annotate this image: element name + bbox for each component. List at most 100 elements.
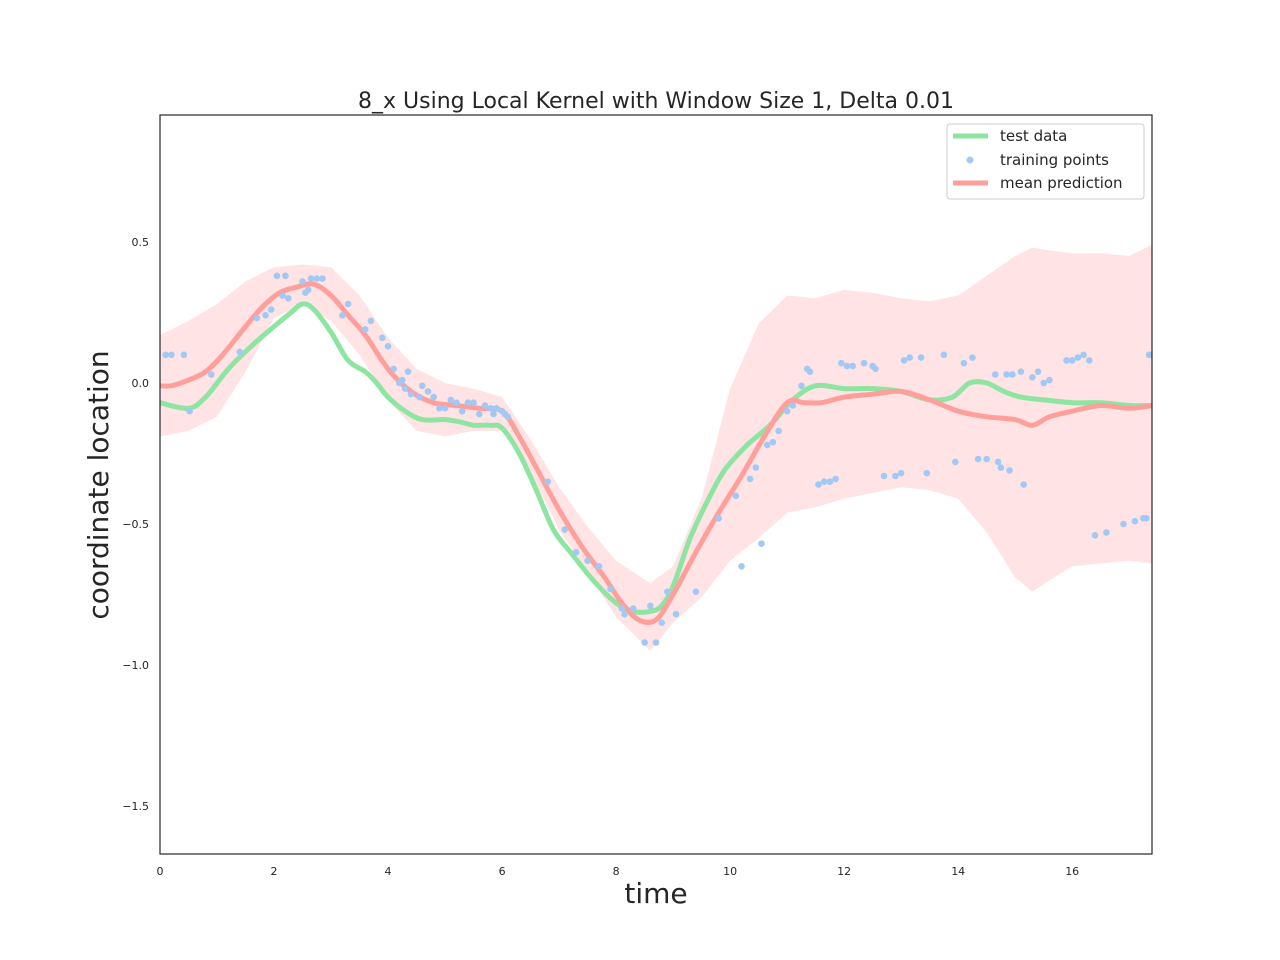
training-point xyxy=(1131,517,1139,525)
x-axis-label: time xyxy=(624,877,687,910)
training-point xyxy=(1120,520,1127,528)
training-point xyxy=(906,354,913,361)
training-point xyxy=(407,390,415,398)
series-line-mean-prediction xyxy=(160,281,1152,626)
training-point xyxy=(504,413,512,421)
plot-area xyxy=(160,244,1152,651)
training-point xyxy=(279,292,286,299)
training-point xyxy=(401,385,409,392)
x-tick-label: 10 xyxy=(723,865,737,878)
training-point xyxy=(595,563,603,570)
y-axis: 0.5 0.0 −0.5 −1.0 −1.5 xyxy=(122,236,149,813)
y-axis-label: coordinate location xyxy=(82,350,115,619)
training-point xyxy=(940,351,948,359)
legend-box xyxy=(946,123,1145,200)
training-point xyxy=(273,272,281,280)
training-point xyxy=(339,312,346,319)
training-point xyxy=(282,272,289,280)
training-point xyxy=(952,458,959,466)
training-point xyxy=(892,472,899,480)
training-point xyxy=(775,427,782,435)
training-point xyxy=(493,405,500,412)
training-point xyxy=(974,455,982,463)
training-point xyxy=(285,295,292,302)
training-point xyxy=(1017,368,1025,376)
x-tick-label: 6 xyxy=(499,865,506,878)
training-point xyxy=(900,357,908,364)
plot-frame xyxy=(159,114,1153,855)
series-line-test-data xyxy=(160,301,1152,615)
training-point xyxy=(168,351,175,359)
training-point xyxy=(458,407,466,415)
training-point xyxy=(647,602,654,610)
training-point xyxy=(313,275,321,282)
training-point xyxy=(299,278,306,285)
x-tick-label: 2 xyxy=(271,865,278,878)
training-point xyxy=(1040,379,1047,387)
training-point xyxy=(815,481,822,488)
y-tick-label: −1.0 xyxy=(122,659,149,672)
training-point xyxy=(838,359,845,367)
training-point xyxy=(843,362,851,370)
training-point xyxy=(208,371,215,378)
training-point xyxy=(991,371,999,378)
training-point xyxy=(629,605,637,612)
training-point xyxy=(1034,368,1042,376)
training-point xyxy=(789,402,797,409)
training-point xyxy=(262,312,269,319)
training-point xyxy=(186,407,193,415)
training-point xyxy=(820,478,828,486)
training-point xyxy=(872,365,879,373)
training-point xyxy=(1046,376,1053,384)
training-point xyxy=(1091,532,1099,539)
training-point xyxy=(923,469,931,477)
training-point xyxy=(436,405,443,412)
training-point xyxy=(826,478,834,486)
training-point xyxy=(621,610,628,618)
training-point xyxy=(572,548,580,556)
training-point xyxy=(487,405,495,412)
training-point xyxy=(1074,354,1082,361)
training-point xyxy=(441,405,449,412)
training-point xyxy=(419,382,426,390)
training-point xyxy=(917,354,925,361)
training-point xyxy=(399,376,406,384)
training-point xyxy=(367,317,375,325)
training-point xyxy=(746,475,754,483)
training-point xyxy=(692,588,700,595)
legend-label-test-data: test data xyxy=(1000,127,1067,145)
training-point xyxy=(652,639,660,646)
x-tick-label: 14 xyxy=(951,865,965,878)
training-point xyxy=(664,588,671,595)
training-point xyxy=(763,441,771,449)
training-point xyxy=(476,410,483,418)
training-point xyxy=(641,639,648,646)
training-point xyxy=(361,326,369,333)
training-point xyxy=(344,300,352,308)
training-point xyxy=(544,478,551,486)
training-point xyxy=(1063,357,1070,364)
y-tick-label: −1.5 xyxy=(122,800,149,813)
training-point xyxy=(769,438,777,446)
training-point xyxy=(464,399,472,407)
training-point xyxy=(307,275,315,282)
training-point xyxy=(607,585,614,593)
training-point xyxy=(997,464,1005,471)
x-tick-label: 4 xyxy=(385,865,392,878)
chart-title: 8_x Using Local Kernel with Window Size … xyxy=(358,89,954,114)
x-tick-label: 16 xyxy=(1065,865,1079,878)
training-point xyxy=(1003,371,1010,378)
training-point xyxy=(490,410,497,418)
training-point xyxy=(481,402,489,409)
training-point xyxy=(752,464,760,471)
training-point xyxy=(960,359,968,367)
training-point xyxy=(618,605,626,612)
training-point xyxy=(162,351,169,359)
training-point xyxy=(453,399,460,407)
y-tick-label: 0.5 xyxy=(132,236,150,249)
x-tick-label: 12 xyxy=(837,865,851,878)
training-point xyxy=(1143,515,1150,522)
training-point xyxy=(860,359,868,367)
legend: test data training points mean predictio… xyxy=(946,123,1145,200)
training-point xyxy=(416,393,423,401)
